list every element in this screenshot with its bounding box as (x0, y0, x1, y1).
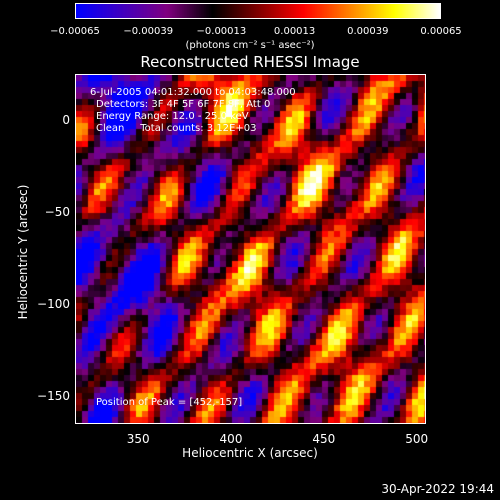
x-tick-label: 350 (126, 432, 150, 446)
plot-area: 6-Jul-2005 04:01:32.000 to 04:03:48.000 … (75, 74, 426, 424)
colorbar-tick-label: −0.00065 (50, 26, 100, 37)
annotation-peak: Position of Peak = [452,-157] (96, 397, 243, 408)
y-tick-label: −100 (37, 297, 70, 312)
y-tick-label: −50 (44, 205, 70, 220)
annotation-clean: Clean Total counts: 3.12E+03 (96, 123, 257, 134)
annotation-time: 6-Jul-2005 04:01:32.000 to 04:03:48.000 (90, 87, 296, 98)
colorbar-units: (photons cm⁻² s⁻¹ asec⁻²) (185, 40, 315, 51)
colorbar-tick-label: −0.00039 (123, 26, 174, 37)
y-axis-label: Heliocentric Y (arcsec) (16, 184, 30, 320)
footer-timestamp: 30-Apr-2022 19:44 (381, 482, 494, 496)
annotation-detectors: Detectors: 3F 4F 5F 6F 7F 8F, Att 0 (96, 99, 271, 110)
x-tick-label: 450 (312, 432, 336, 446)
y-tick-label: −150 (37, 389, 70, 404)
colorbar-tick-label: −0.00013 (196, 26, 247, 37)
heatmap-image (76, 75, 425, 423)
chart-title: Reconstructed RHESSI Image (140, 53, 360, 71)
colorbar (75, 3, 441, 19)
colorbar-tick-label: 0.00039 (347, 26, 389, 37)
x-tick-label: 400 (219, 432, 243, 446)
x-axis-label: Heliocentric X (arcsec) (182, 446, 318, 460)
colorbar-tick-label: 0.00013 (273, 26, 316, 37)
annotation-energy: Energy Range: 12.0 - 25.0 keV (96, 111, 249, 122)
colorbar-tick-label: 0.00065 (420, 26, 462, 37)
y-tick-label: 0 (62, 113, 70, 128)
x-tick-label: 500 (405, 432, 429, 446)
